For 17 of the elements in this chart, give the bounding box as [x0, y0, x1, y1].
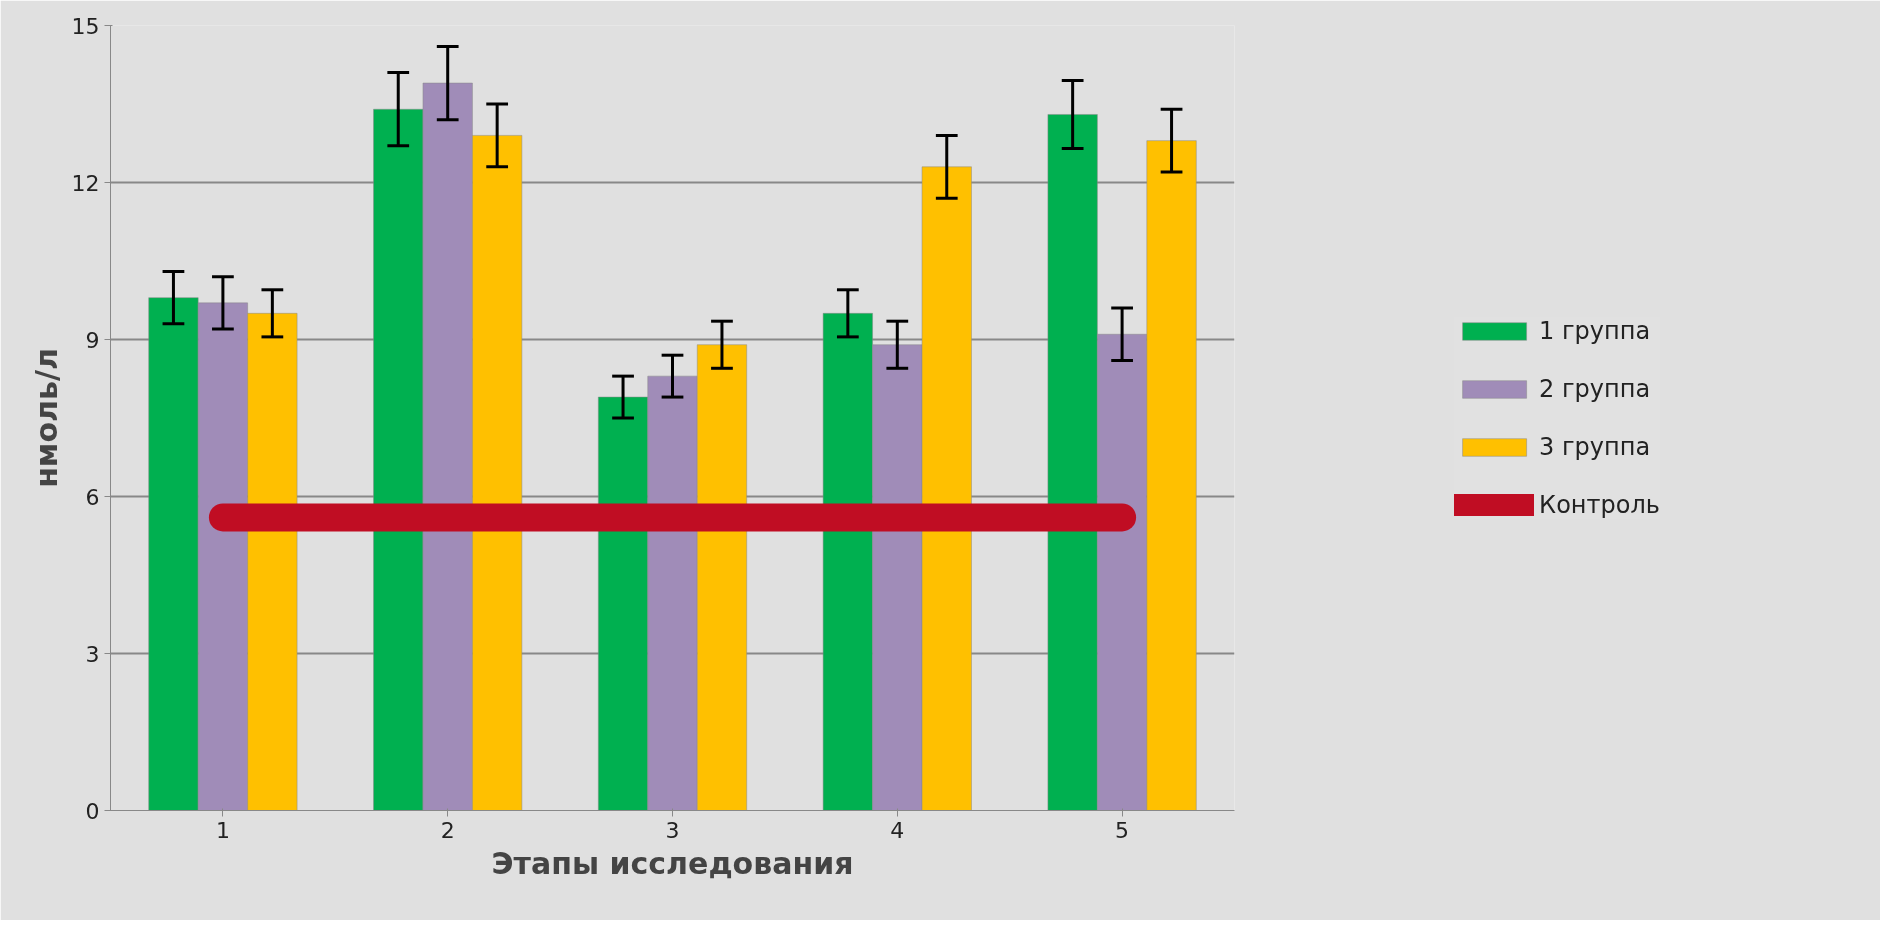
x-tick-label: 5	[1115, 817, 1130, 843]
legend-label: 3 группа	[1539, 432, 1651, 461]
legend-label: 2 группа	[1539, 374, 1651, 403]
x-tick-label: 4	[890, 817, 905, 843]
y-tick-label: 3	[85, 641, 100, 667]
y-tick-label: 0	[85, 798, 100, 824]
x-tick-label: 2	[440, 817, 455, 843]
x-tick-label: 1	[215, 817, 230, 843]
y-tick-label: 15	[71, 13, 100, 39]
y-tick-label: 6	[85, 484, 100, 510]
y-tick-label: 9	[85, 327, 100, 353]
x-tick-label: 3	[665, 817, 680, 843]
legend-label: Контроль	[1539, 490, 1660, 519]
y-axis-title: нмоль/л	[28, 348, 64, 488]
y-tick-label: 12	[71, 170, 100, 196]
x-axis-title: Этапы исследования	[491, 845, 854, 881]
legend-label: 1 группа	[1539, 316, 1651, 345]
